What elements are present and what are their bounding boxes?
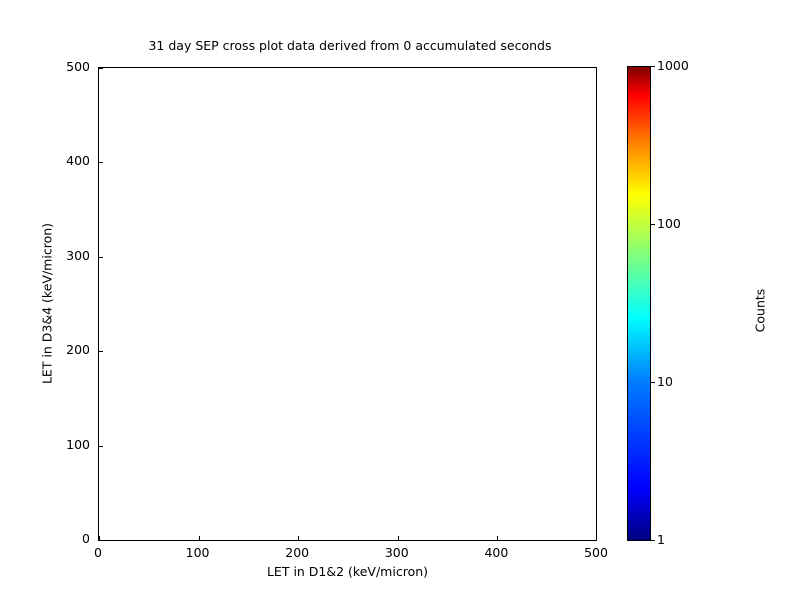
colorbar-ticklabel-10: 10 — [657, 374, 673, 389]
x-ticklabel-4: 400 — [484, 545, 509, 560]
colorbar — [627, 66, 651, 541]
colorbar-tick-1 — [651, 540, 655, 541]
y-tick-2 — [99, 351, 103, 353]
plot-data-area — [99, 68, 597, 541]
y-axis-label: LET in D3&4 (keV/micron) — [39, 222, 55, 385]
x-ticklabel-2: 200 — [285, 545, 310, 560]
x-axis-label: LET in D1&2 (keV/micron) — [266, 564, 429, 579]
x-tick-2 — [298, 536, 300, 540]
colorbar-tick-1000 — [651, 66, 655, 67]
x-tick-5 — [596, 536, 597, 540]
y-tick-3 — [99, 256, 103, 258]
y-tick-5 — [99, 68, 103, 69]
x-ticklabel-3: 300 — [384, 545, 409, 560]
colorbar-tick-100 — [651, 224, 655, 225]
y-tick-4 — [99, 162, 103, 164]
colorbar-ticklabel-1000: 1000 — [657, 58, 689, 73]
x-tick-1 — [198, 536, 200, 540]
x-tick-3 — [397, 536, 399, 540]
x-ticklabel-0: 0 — [94, 545, 102, 560]
y-ticklabel-2: 200 — [66, 342, 90, 358]
colorbar-ticklabel-100: 100 — [657, 216, 681, 231]
x-tick-4 — [497, 536, 499, 540]
y-ticklabel-5: 500 — [66, 59, 90, 74]
chart-title-line-1: 31 day SEP cross plot data derived from … — [148, 38, 552, 53]
y-ticklabel-1: 100 — [66, 436, 90, 452]
plot-axes — [98, 67, 597, 541]
colorbar-ticklabel-1: 1 — [657, 532, 665, 547]
y-tick-0 — [99, 540, 103, 541]
colorbar-label: Counts — [752, 288, 768, 333]
y-tick-1 — [99, 445, 103, 447]
x-ticklabel-5: 500 — [584, 545, 608, 560]
x-ticklabel-1: 100 — [185, 545, 210, 560]
x-tick-0 — [99, 536, 100, 540]
y-ticklabel-3: 300 — [66, 247, 90, 263]
y-ticklabel-4: 400 — [66, 153, 90, 169]
y-ticklabel-0: 0 — [82, 531, 90, 546]
colorbar-tick-10 — [651, 382, 655, 383]
